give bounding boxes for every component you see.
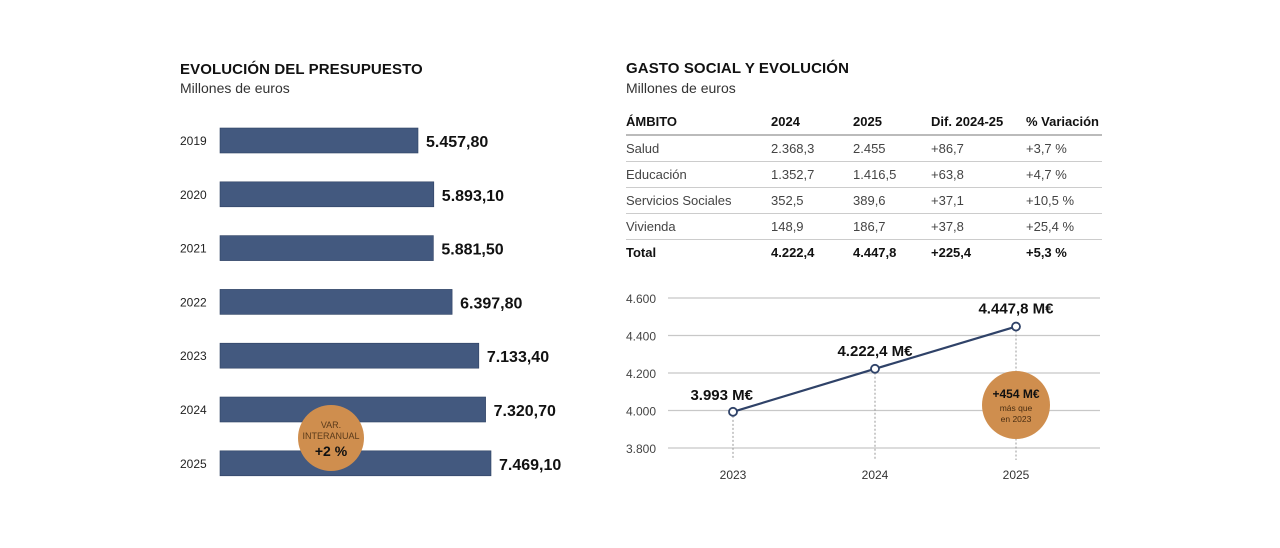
- bar-2022: [219, 289, 453, 315]
- bar-value-label: 6.397,80: [460, 295, 522, 312]
- social-spending-subtitle: Millones de euros: [626, 80, 736, 96]
- cell: +10,5 %: [1026, 187, 1102, 214]
- cell: +5,3 %: [1026, 245, 1067, 260]
- bar-value-label: 7.320,70: [494, 403, 556, 420]
- y-tick-label: 4.600: [626, 292, 656, 306]
- data-point-label: 4.447,8 M€: [978, 301, 1054, 318]
- budget-chart-title: EVOLUCIÓN DEL PRESUPUESTO: [180, 61, 423, 78]
- cell: 1.352,7: [771, 161, 853, 188]
- badge-value: +2 %: [315, 443, 348, 459]
- increase-vs-2023-badge: +454 M€ más que en 2023: [982, 371, 1050, 439]
- cell: +25,4 %: [1026, 213, 1102, 240]
- y-tick-label: 4.400: [626, 330, 656, 344]
- budget-chart-subtitle: Millones de euros: [180, 80, 290, 96]
- data-point-label: 4.222,4 M€: [837, 343, 913, 360]
- bar-value-label: 7.469,10: [499, 457, 561, 474]
- cell: +37,8: [931, 213, 1026, 240]
- data-point: [728, 406, 738, 417]
- bar-value-label: 5.893,10: [442, 188, 504, 205]
- header-variation: % Variación: [1026, 112, 1102, 136]
- header-2025: 2025: [853, 112, 931, 136]
- data-point: [870, 363, 880, 374]
- y-tick-label: 3.800: [626, 442, 656, 456]
- badge-circle: [298, 405, 364, 471]
- cell: 4.447,8: [853, 245, 897, 260]
- header-diff: Dif. 2024-25: [931, 112, 1026, 136]
- bar-category-label: 2023: [180, 349, 207, 363]
- y-tick-label: 4.000: [626, 405, 656, 419]
- table-row: Servicios Sociales 352,5 389,6 +37,1 +10…: [626, 187, 1102, 214]
- bar-2025: [219, 450, 492, 477]
- header-ambito: ÁMBITO: [626, 112, 771, 136]
- bar-category-label: 2020: [180, 188, 207, 202]
- bar-value-label: 5.457,80: [426, 134, 488, 151]
- cell: Educación: [626, 161, 771, 188]
- table-total-row: Total 4.222,4 4.447,8 +225,4 +5,3 %: [626, 240, 1102, 266]
- cell: 1.416,5: [853, 161, 931, 188]
- badge-line1: más que: [1000, 403, 1033, 413]
- cell: +86,7: [931, 135, 1026, 162]
- bar-2020: [219, 181, 435, 208]
- bar-category-label: 2021: [180, 242, 207, 256]
- badge-circle: [982, 371, 1050, 439]
- social-spending-title: GASTO SOCIAL Y EVOLUCIÓN: [626, 60, 849, 77]
- cell: Salud: [626, 135, 771, 162]
- bar-value-label: 5.881,50: [441, 242, 503, 259]
- cell: +37,1: [931, 187, 1026, 214]
- cell: +225,4: [931, 245, 972, 260]
- bar-category-label: 2025: [180, 457, 207, 471]
- social-spending-line-chart: 4.600 4.400 4.200 4.000 3.800 2023 2024 2025 3.9…: [626, 292, 1100, 482]
- cell: Servicios Sociales: [626, 187, 771, 214]
- bar-value-label: 7.133,40: [487, 349, 549, 366]
- bar-category-label: 2022: [180, 295, 207, 309]
- table-row: Educación 1.352,7 1.416,5 +63,8 +4,7 %: [626, 161, 1102, 188]
- bar-category-label: 2019: [180, 134, 207, 148]
- interannual-variation-badge: VAR. INTERANUAL +2 %: [298, 405, 364, 471]
- badge-line1: VAR.: [321, 420, 341, 430]
- x-tick-label: 2024: [862, 468, 889, 482]
- cell: 148,9: [771, 213, 853, 240]
- cell: 4.222,4: [771, 245, 815, 260]
- cell: +3,7 %: [1026, 135, 1102, 162]
- bar-category-label: 2024: [180, 403, 207, 417]
- cell: 2.368,3: [771, 135, 853, 162]
- x-tick-label: 2025: [1003, 468, 1030, 482]
- cell: 352,5: [771, 187, 853, 214]
- bar-2023: [219, 342, 480, 369]
- cell: 186,7: [853, 213, 931, 240]
- social-spending-table: ÁMBITO 2024 2025 Dif. 2024-25 % Variació…: [626, 112, 1102, 265]
- bar-2019: [219, 127, 419, 154]
- x-tick-label: 2023: [720, 468, 747, 482]
- badge-line2: en 2023: [1001, 414, 1032, 424]
- cell: 389,6: [853, 187, 931, 214]
- cell: 2.455: [853, 135, 931, 162]
- table-header-row: ÁMBITO 2024 2025 Dif. 2024-25 % Variació…: [626, 112, 1102, 136]
- cell: +4,7 %: [1026, 161, 1102, 188]
- cell: Total: [626, 245, 657, 260]
- bar-2021: [219, 235, 434, 261]
- data-point-label: 3.993 M€: [690, 387, 753, 404]
- badge-value: +454 M€: [992, 387, 1039, 401]
- table-row: Vivienda 148,9 186,7 +37,8 +25,4 %: [626, 213, 1102, 240]
- table-row: Salud 2.368,3 2.455 +86,7 +3,7 %: [626, 135, 1102, 162]
- cell: Vivienda: [626, 213, 771, 240]
- badge-line2: INTERANUAL: [302, 431, 359, 441]
- y-tick-label: 4.200: [626, 367, 656, 381]
- budget-bar-chart: 2019 5.457,80 2020 5.893,10 2021 5.881,50 2022…: [180, 127, 561, 477]
- data-point: [1011, 321, 1021, 332]
- header-2024: 2024: [771, 112, 853, 136]
- cell: +63,8: [931, 161, 1026, 188]
